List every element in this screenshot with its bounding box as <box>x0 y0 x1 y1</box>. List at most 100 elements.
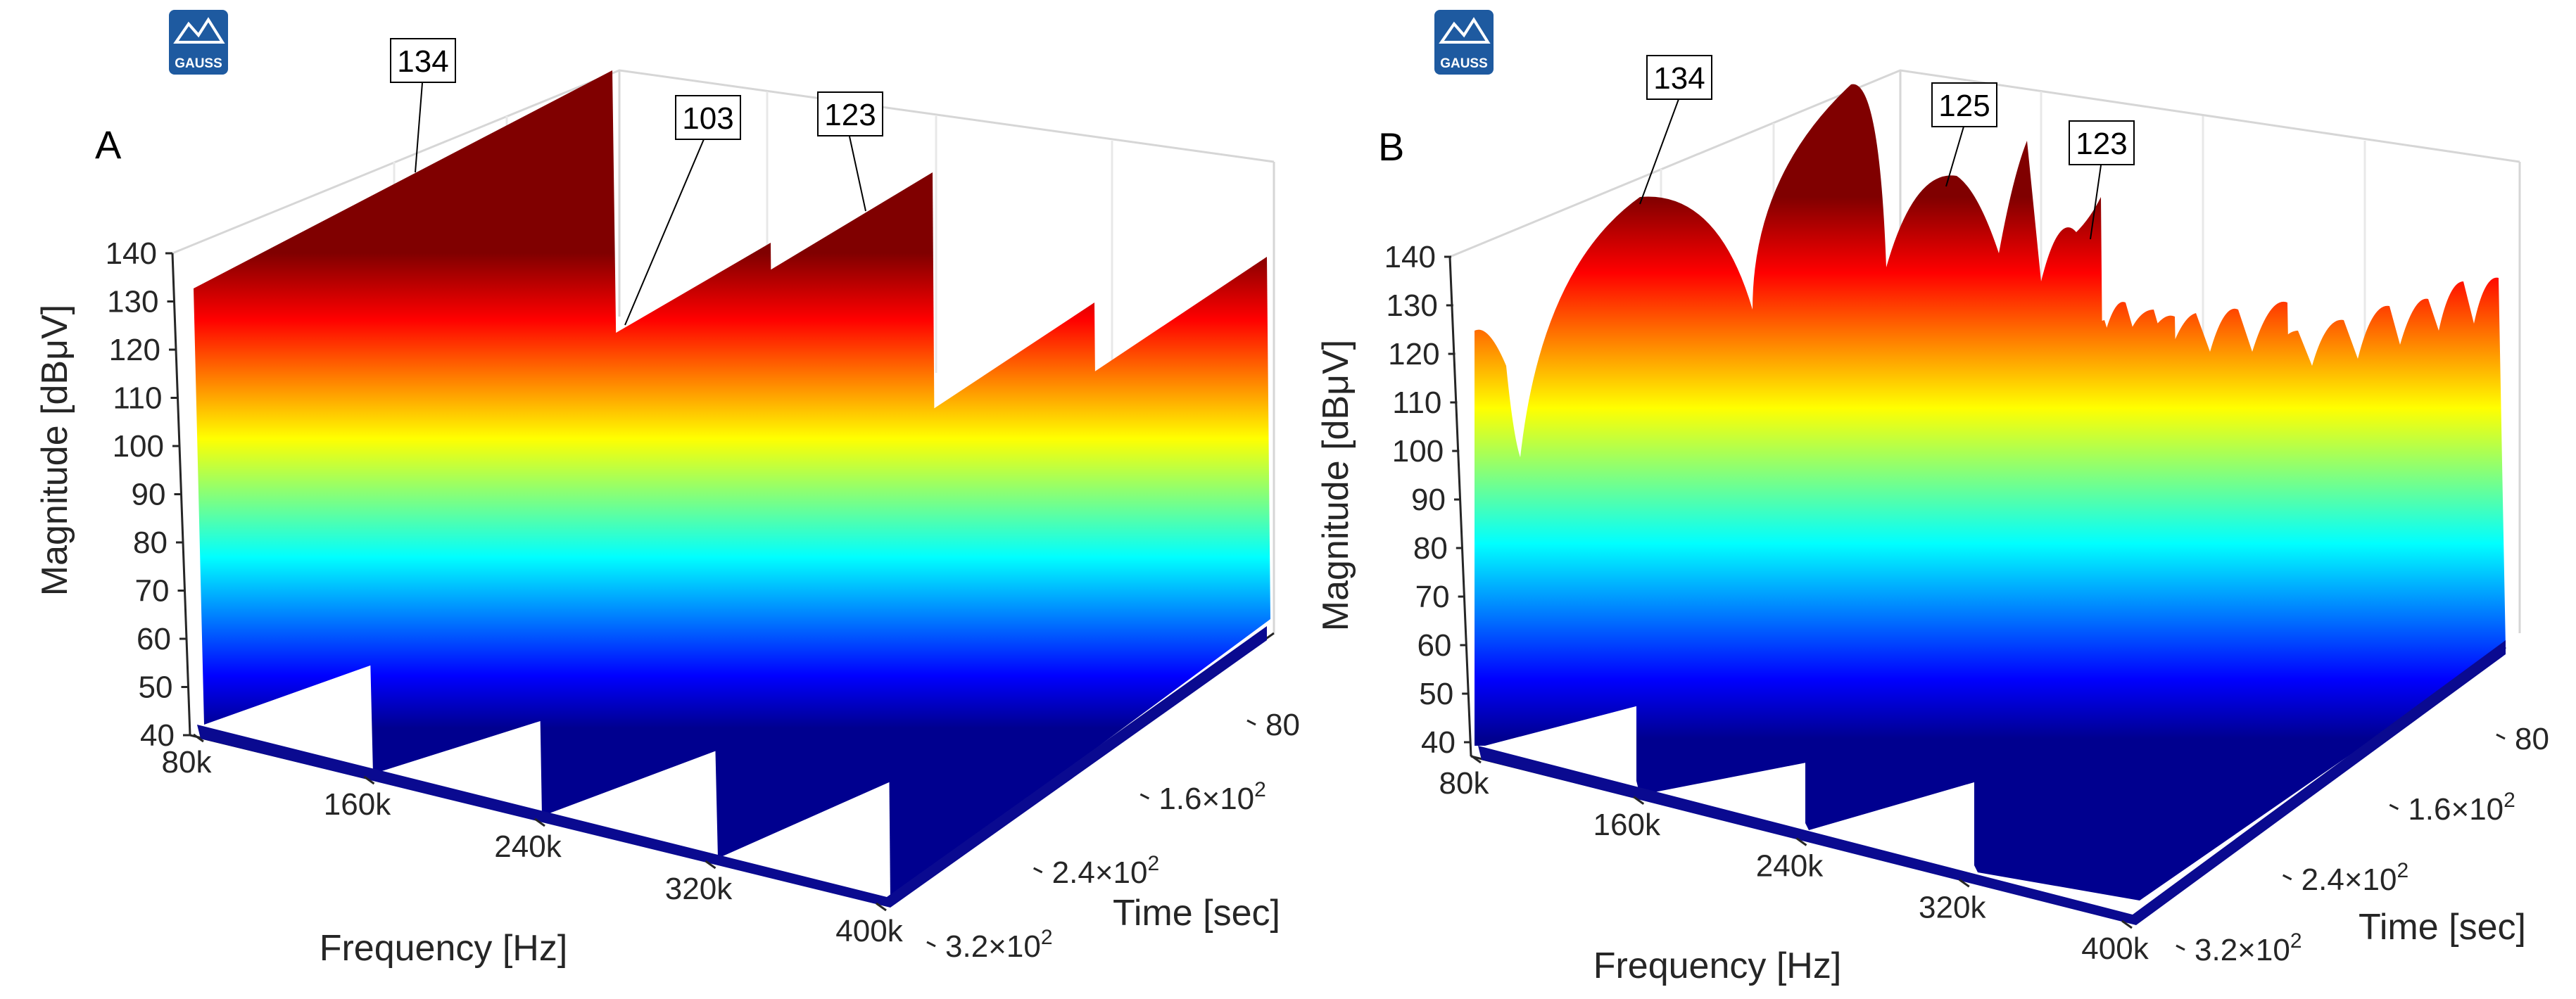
z-tick-label: 120 <box>1388 337 1439 371</box>
z-axis-line <box>1448 256 1472 757</box>
panel-a-ridges <box>194 70 1270 908</box>
logo-text: GAUSS <box>175 56 222 71</box>
panel-a-y-label: Time [sec] <box>1113 893 1280 934</box>
x-tick-mark <box>705 860 716 870</box>
panel-a-callout-2: 103 <box>624 95 741 326</box>
z-tick-label: 110 <box>1392 386 1441 420</box>
callout-text: 123 <box>2076 127 2127 161</box>
z-tick-label: 90 <box>132 478 166 512</box>
panel-b-z-label: Magnitude [dBμV] <box>1315 340 1356 631</box>
z-tick-label: 120 <box>109 333 160 367</box>
panel-a-z-ticks: 140 130 120 110 100 90 80 70 60 50 40 <box>106 236 190 753</box>
x-tick-mark <box>534 817 545 827</box>
x-tick-mark <box>363 775 375 785</box>
y-tick-mark <box>1033 867 1043 874</box>
callout-text: 134 <box>1653 61 1705 96</box>
y-tick-label: 3.2×102 <box>2195 929 2302 967</box>
y-tick-exponent: 2 <box>2290 929 2302 953</box>
z-tick-label: 70 <box>135 574 170 609</box>
panel-a-z-label: Magnitude [dBμV] <box>34 305 75 596</box>
panel-a-label: A <box>95 122 122 167</box>
panel-a-logo: GAUSS <box>169 10 228 75</box>
panel-a-callout-3: 123 <box>817 91 883 212</box>
y-tick-label: 2.4×102 <box>1052 852 1160 890</box>
y-tick-label: 80 <box>1265 708 1300 742</box>
x-tick-label: 80k <box>1439 766 1490 801</box>
z-tick-label: 50 <box>139 670 173 705</box>
y-tick-label: 1.6×102 <box>1158 778 1266 816</box>
y-tick-exponent: 2 <box>2504 789 2515 812</box>
panel-b-ridges <box>1475 84 2506 925</box>
mountain-icon <box>1439 17 1491 44</box>
logo-text: GAUSS <box>1440 56 1488 71</box>
ridge-5 <box>887 257 1270 901</box>
y-tick-mark <box>2496 733 2506 740</box>
y-tick-label: 3.2×102 <box>945 926 1053 964</box>
z-tick-label: 100 <box>1392 434 1444 469</box>
z-tick-label: 50 <box>1419 677 1453 711</box>
ridge-4 <box>1974 277 2506 901</box>
y-tick-label: 80 <box>2515 722 2549 756</box>
x-tick-label: 320k <box>1919 890 1986 924</box>
panel-a-callout-1: 134 <box>390 38 456 173</box>
y-tick-mark <box>2282 874 2292 881</box>
y-tick-mark <box>2389 803 2399 810</box>
z-tick-label: 140 <box>1384 240 1436 274</box>
panel-b-z-ticks: 140 130 120 110 100 90 80 70 60 50 40 <box>1384 240 1471 760</box>
mountain-icon <box>173 17 225 44</box>
z-tick-label: 130 <box>107 285 158 319</box>
x-tick-label: 80k <box>162 745 213 780</box>
y-tick-exponent: 2 <box>1041 926 1053 949</box>
callout-text: 123 <box>824 98 876 132</box>
x-tick-mark <box>1470 754 1482 764</box>
z-tick-label: 80 <box>133 526 168 560</box>
panel-b-y-label: Time [sec] <box>2359 907 2526 948</box>
panel-a-x-label: Frequency [Hz] <box>320 928 568 969</box>
x-tick-label: 320k <box>665 872 733 906</box>
z-tick-label: 110 <box>113 381 162 416</box>
y-tick-exponent: 2 <box>2397 859 2408 882</box>
y-tick-mark <box>1139 793 1150 800</box>
panel-a-y-ticks: 80 1.6×102 2.4×102 3.2×102 <box>926 708 1300 964</box>
x-tick-mark <box>1958 879 1970 888</box>
y-tick-exponent: 2 <box>1254 778 1266 801</box>
z-tick-label: 100 <box>113 429 164 464</box>
z-tick-label: 40 <box>140 718 175 753</box>
panel-b-label: B <box>1378 125 1404 169</box>
x-tick-mark <box>193 733 204 743</box>
z-tick-label: 60 <box>1417 628 1451 663</box>
y-tick-exponent: 2 <box>1147 852 1159 875</box>
x-tick-mark <box>876 902 887 912</box>
x-tick-mark <box>1633 796 1645 805</box>
panel-b-x-ticks: 80k 160k 240k 320k 400k <box>1439 754 2149 966</box>
callout-text: 134 <box>397 44 448 79</box>
panel-b-logo: GAUSS <box>1434 10 1494 75</box>
x-tick-label: 400k <box>2081 931 2149 966</box>
panel-b-callout-1: 134 <box>1639 55 1712 205</box>
panel-a-x-ticks: 80k 160k 240k 320k 400k <box>162 733 904 948</box>
y-tick-label: 2.4×102 <box>2302 859 2409 897</box>
z-tick-label: 90 <box>1411 483 1446 517</box>
panel-b: GAUSS B 140 130 120 110 100 90 80 70 60 50 40 80k 1… <box>1315 10 2549 986</box>
z-tick-label: 70 <box>1415 580 1450 614</box>
y-tick-label: 1.6×102 <box>2408 789 2515 827</box>
panel-b-callout-3: 123 <box>2069 120 2135 240</box>
x-tick-mark <box>2121 920 2133 929</box>
y-tick-mark <box>926 941 936 948</box>
y-tick-mark <box>2176 944 2185 951</box>
panel-b-callout-2: 125 <box>1931 82 1997 187</box>
x-tick-label: 160k <box>324 787 391 822</box>
callout-text: 103 <box>682 101 733 136</box>
panel-a: GAUSS A 140 130 120 110 100 90 80 70 60 50 40 80k <box>34 10 1300 969</box>
z-tick-label: 60 <box>137 622 171 656</box>
x-tick-mark <box>1795 837 1807 846</box>
z-tick-label: 80 <box>1413 531 1448 566</box>
z-tick-label: 40 <box>1421 725 1456 760</box>
x-tick-label: 240k <box>494 829 562 864</box>
x-tick-label: 160k <box>1593 808 1661 842</box>
callout-text: 125 <box>1938 89 1990 123</box>
x-tick-label: 240k <box>1756 849 1824 884</box>
y-tick-mark <box>1246 719 1256 726</box>
panel-b-x-label: Frequency [Hz] <box>1593 946 1842 986</box>
